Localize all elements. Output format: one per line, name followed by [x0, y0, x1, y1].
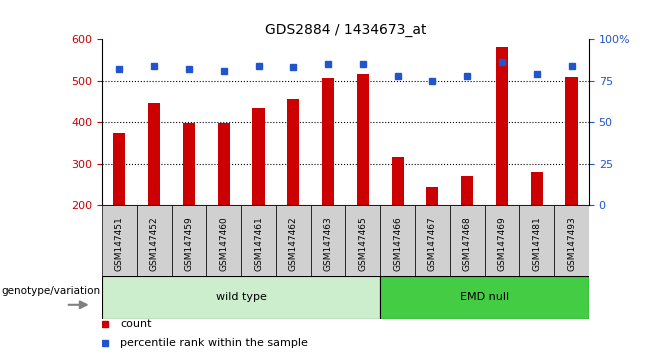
Text: GSM147459: GSM147459 [184, 216, 193, 271]
Text: wild type: wild type [216, 292, 266, 302]
Bar [426, 187, 438, 205]
Text: GSM147468: GSM147468 [463, 216, 472, 271]
Text: count: count [120, 319, 151, 329]
Text: GSM147467: GSM147467 [428, 216, 437, 271]
Bar [148, 103, 161, 205]
Text: GSM147481: GSM147481 [532, 216, 542, 271]
Bar [276, 205, 311, 276]
Bar [183, 123, 195, 205]
Text: GSM147493: GSM147493 [567, 216, 576, 271]
Bar [415, 205, 450, 276]
Bar [287, 99, 299, 205]
Bar [113, 132, 126, 205]
Bar [172, 205, 207, 276]
Bar [450, 205, 484, 276]
Bar [484, 205, 519, 276]
Bar [519, 205, 554, 276]
Bar [380, 205, 415, 276]
Bar [311, 205, 345, 276]
Text: GSM147451: GSM147451 [115, 216, 124, 271]
Bar [530, 172, 543, 205]
Bar [218, 123, 230, 205]
Bar [345, 205, 380, 276]
Text: GSM147465: GSM147465 [359, 216, 367, 271]
Text: EMD null: EMD null [460, 292, 509, 302]
Bar [102, 276, 380, 319]
Text: GSM147463: GSM147463 [324, 216, 332, 271]
Text: GSM147469: GSM147469 [497, 216, 507, 271]
Title: GDS2884 / 1434673_at: GDS2884 / 1434673_at [265, 23, 426, 36]
Text: percentile rank within the sample: percentile rank within the sample [120, 338, 308, 348]
Bar [554, 205, 589, 276]
Text: GSM147452: GSM147452 [149, 216, 159, 270]
Bar [102, 205, 137, 276]
Bar [565, 77, 578, 205]
Bar [357, 74, 369, 205]
Bar [253, 108, 265, 205]
Text: GSM147466: GSM147466 [393, 216, 402, 271]
Bar [241, 205, 276, 276]
Text: GSM147462: GSM147462 [289, 216, 298, 270]
Bar [461, 176, 473, 205]
Bar [322, 79, 334, 205]
Text: GSM147460: GSM147460 [219, 216, 228, 271]
Bar [207, 205, 241, 276]
Bar [496, 47, 508, 205]
Bar [380, 276, 589, 319]
Text: genotype/variation: genotype/variation [1, 286, 101, 296]
Text: GSM147461: GSM147461 [254, 216, 263, 271]
Bar [137, 205, 172, 276]
Bar [392, 158, 404, 205]
